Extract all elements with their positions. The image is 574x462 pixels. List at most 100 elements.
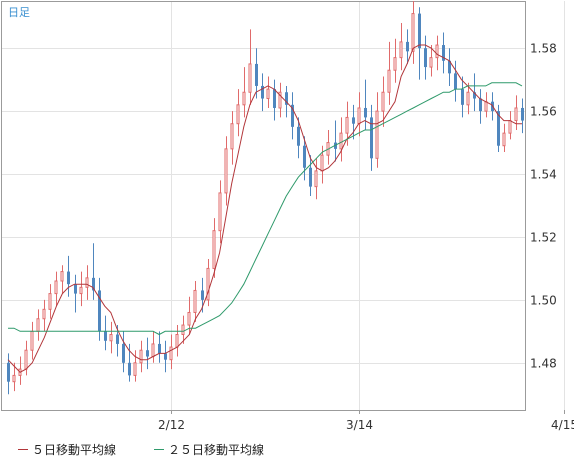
legend: ５日移動平均線 ２５日移動平均線 <box>0 435 574 462</box>
candle-body <box>381 91 385 112</box>
candle-body <box>345 116 349 134</box>
candle-body <box>411 13 415 52</box>
candle-body <box>406 41 409 52</box>
candle-body <box>454 73 457 90</box>
candle-body <box>181 324 185 335</box>
y-tick-label: 1.56 <box>530 105 557 119</box>
candle-body <box>393 57 397 71</box>
plot-border <box>1 1 526 411</box>
candle-body <box>370 117 373 159</box>
candle-body <box>54 280 58 295</box>
candle-body <box>92 277 95 291</box>
candle-body <box>255 63 258 86</box>
candle-body <box>85 277 89 288</box>
y-tick-label: 1.48 <box>530 357 557 371</box>
candle-body <box>387 69 391 93</box>
candle-body <box>187 311 191 326</box>
candle-body <box>285 92 288 105</box>
candle-body <box>303 145 306 168</box>
candle-body <box>218 192 222 232</box>
candle-body <box>224 148 228 194</box>
candle-body <box>418 13 421 49</box>
candle-body <box>164 353 167 360</box>
candle-body <box>230 123 234 150</box>
candle-body <box>461 89 464 105</box>
legend-item-ma5: ５日移動平均線 <box>18 441 116 458</box>
candle-body <box>98 290 101 332</box>
candle-body <box>429 57 433 68</box>
candle-body <box>309 167 312 187</box>
candle-body <box>151 343 155 358</box>
candle-body <box>248 63 252 93</box>
candle-body <box>116 334 119 344</box>
candle-body <box>74 284 77 294</box>
chart-title: 日足 <box>8 6 30 19</box>
candle-body <box>375 110 379 159</box>
x-tick-label: 3/14 <box>346 418 373 432</box>
candle-body <box>502 132 506 147</box>
candle-body <box>24 349 28 370</box>
candle-body <box>104 331 107 341</box>
candlestick-chart: 1.481.501.521.541.561.582/123/144/155/15… <box>1 1 574 432</box>
y-tick-label: 1.54 <box>530 168 557 182</box>
candle-body <box>508 120 512 134</box>
legend-label-ma5: ５日移動平均線 <box>32 443 117 457</box>
candle-body <box>521 107 524 121</box>
candle-body <box>357 107 361 125</box>
candle-body <box>169 346 173 361</box>
y-tick-label: 1.50 <box>530 294 557 308</box>
candle-body <box>122 343 125 363</box>
plot-area <box>1 1 525 410</box>
candle-body <box>352 117 355 124</box>
candle-body <box>479 98 482 112</box>
candle-body <box>364 107 367 118</box>
candle-body <box>236 104 240 125</box>
y-tick-label: 1.52 <box>530 231 557 245</box>
candle-body <box>266 88 270 100</box>
candle-body <box>30 330 34 351</box>
candle-body <box>133 362 137 376</box>
legend-swatch-ma25 <box>154 449 164 450</box>
candle-body <box>36 318 40 332</box>
ma25-line <box>8 82 523 336</box>
candle-body <box>399 41 403 59</box>
candle-body <box>242 91 246 106</box>
candle-body <box>484 101 488 112</box>
legend-swatch-ma5 <box>18 449 28 450</box>
candle-body <box>212 230 216 269</box>
y-tick-label: 1.58 <box>530 42 557 56</box>
candle-body <box>442 45 445 61</box>
candle-body <box>435 44 439 59</box>
candle-body <box>158 343 161 354</box>
x-tick-label: 4/15 <box>551 418 574 432</box>
candle-body <box>60 271 64 282</box>
candle-body <box>175 333 179 348</box>
candle-body <box>139 349 143 364</box>
candle-body <box>497 111 500 146</box>
candle-body <box>42 308 46 320</box>
candle-body <box>314 170 318 188</box>
candle-body <box>339 132 343 150</box>
candle-body <box>193 289 197 313</box>
candle-body <box>79 286 83 295</box>
x-tick-label: 2/12 <box>158 418 185 432</box>
candle-body <box>473 92 476 99</box>
candle-body <box>128 362 131 376</box>
candle-body <box>48 293 52 310</box>
candle-body <box>424 48 427 68</box>
legend-label-ma25: ２５日移動平均線 <box>168 443 265 457</box>
candle-body <box>278 91 282 109</box>
candle-body <box>146 350 149 357</box>
candle-body <box>320 154 324 172</box>
candle-body <box>466 91 470 106</box>
candle-body <box>514 107 518 122</box>
candle-body <box>67 271 70 285</box>
candle-body <box>297 126 300 146</box>
candle-body <box>273 89 276 108</box>
candle-body <box>291 104 294 127</box>
candle-body <box>206 267 210 301</box>
ma5-line <box>7 44 522 373</box>
candle-body <box>261 85 264 99</box>
candle-body <box>448 60 451 74</box>
